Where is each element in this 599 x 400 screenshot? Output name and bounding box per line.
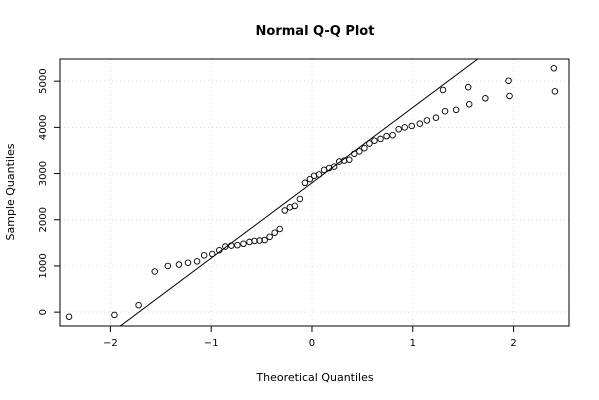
data-point-13 [234, 241, 241, 249]
data-point-19 [266, 233, 273, 241]
data-point-24 [291, 202, 299, 210]
data-point-41 [377, 135, 384, 143]
x-axis: −2 −1 0 1 2 [103, 326, 517, 349]
data-point-8 [200, 252, 208, 259]
data-point-2 [135, 301, 142, 309]
y-axis-label: Sample Quantiles [4, 143, 17, 240]
x-axis-label: Theoretical Quantiles [255, 371, 373, 384]
data-point-0 [65, 313, 73, 321]
data-point-55 [551, 88, 559, 95]
data-point-7 [193, 258, 201, 265]
data-point-58 [505, 77, 512, 84]
data-point-4 [164, 262, 172, 270]
data-point-52 [465, 101, 473, 108]
data-point-57 [464, 83, 472, 91]
y-tick-label-5: 5000 [38, 68, 49, 93]
data-point-9 [208, 250, 216, 258]
x-tick-label-4: 2 [510, 338, 516, 349]
y-axis: 0 1000 2000 3000 4000 5000 [38, 68, 60, 315]
data-point-44 [395, 125, 402, 133]
x-tick-label-1: −1 [204, 338, 219, 349]
data-point-5 [175, 261, 183, 268]
data-point-43 [389, 131, 396, 139]
data-point-10 [216, 246, 223, 254]
data-point-49 [432, 114, 440, 121]
data-point-27 [306, 175, 314, 183]
grid [60, 59, 569, 326]
data-point-47 [416, 120, 424, 127]
y-tick-label-2: 2000 [38, 207, 49, 232]
y-tick-label-1: 1000 [38, 253, 49, 278]
data-point-48 [423, 117, 431, 124]
data-point-59 [550, 64, 558, 72]
y-tick-label-4: 4000 [38, 115, 49, 140]
chart-title: Normal Q-Q Plot [256, 24, 375, 39]
y-tick-label-0: 0 [38, 309, 49, 315]
data-point-1 [111, 311, 118, 319]
reference-line-group [119, 59, 479, 326]
data-point-20 [271, 229, 278, 236]
data-point-45 [401, 124, 408, 131]
data-point-16 [251, 237, 258, 245]
data-point-21 [276, 225, 283, 233]
data-point-35 [346, 156, 353, 163]
data-point-26 [301, 179, 309, 187]
reference-line [119, 59, 479, 326]
data-point-39 [366, 140, 373, 147]
data-point-11 [222, 243, 229, 250]
data-point-40 [371, 137, 378, 145]
data-point-6 [184, 259, 192, 266]
data-point-50 [441, 107, 449, 115]
data-point-53 [482, 95, 489, 102]
data-point-32 [330, 163, 338, 170]
data-point-12 [228, 242, 235, 249]
plot-frame [59, 58, 570, 327]
x-tick-label-2: 0 [309, 338, 315, 349]
data-point-14 [240, 240, 247, 248]
data-point-37 [356, 148, 363, 155]
data-point-56 [439, 86, 447, 94]
data-point-42 [383, 132, 390, 140]
data-point-46 [408, 122, 416, 130]
x-tick-label-0: −2 [103, 338, 118, 349]
data-point-3 [151, 268, 158, 275]
data-points [65, 64, 559, 321]
data-point-22 [281, 207, 289, 214]
data-point-38 [361, 144, 368, 152]
data-point-18 [261, 236, 268, 244]
x-tick-label-3: 1 [410, 338, 416, 349]
data-point-51 [452, 106, 460, 114]
data-point-17 [256, 237, 263, 244]
data-point-54 [506, 92, 513, 100]
data-point-25 [296, 195, 304, 203]
data-point-29 [315, 171, 323, 178]
y-tick-label-3: 3000 [38, 161, 49, 186]
